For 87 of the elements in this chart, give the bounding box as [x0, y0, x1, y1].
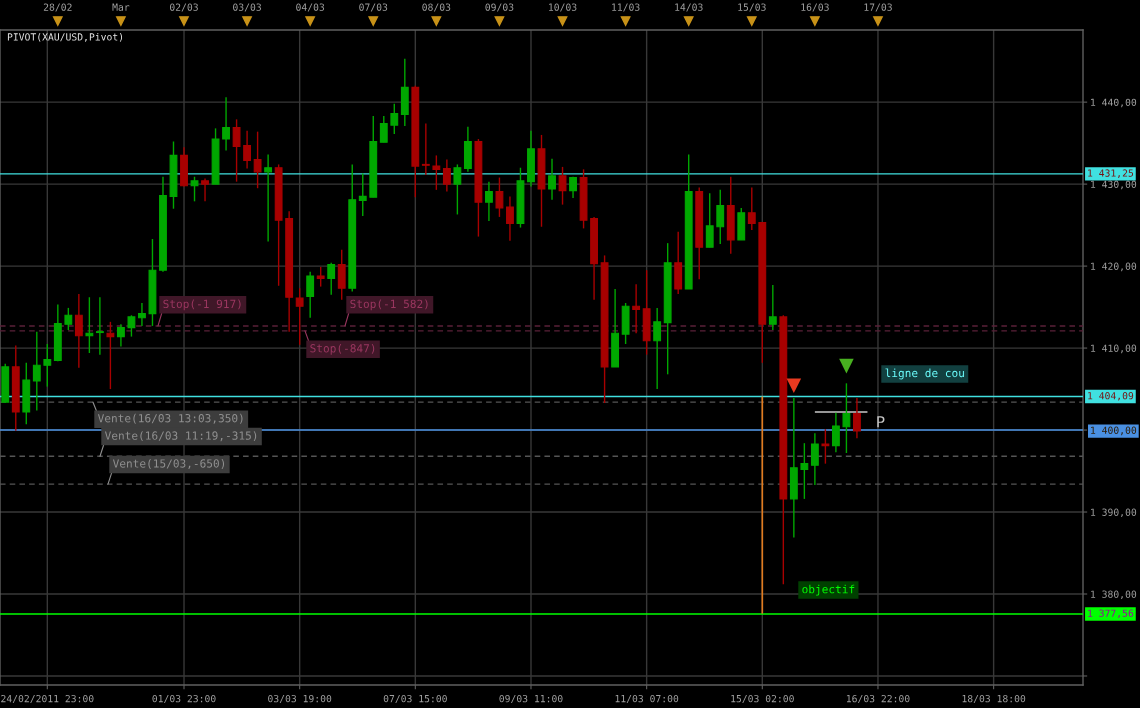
candlestick: [853, 397, 861, 439]
candlestick: [442, 158, 451, 193]
y-tick-label: 1 440,00: [1091, 98, 1137, 108]
text: 03/03: [233, 3, 261, 12]
chart-title: PIVOT(XAU/USD,Pivot): [7, 33, 123, 42]
text: 09/03: [485, 3, 514, 12]
candlestick: [64, 307, 73, 331]
candlestick: [842, 382, 851, 454]
y-tick-label: 1 400,00: [1091, 426, 1137, 436]
candlestick: [127, 314, 136, 338]
text: 16/03: [801, 3, 829, 12]
ref-line-label: 1 377,56: [1088, 609, 1134, 619]
candlestick: [432, 154, 441, 191]
text: 11/03: [612, 3, 640, 12]
candlestick: [106, 321, 115, 390]
annotation: ligne de cou: [885, 368, 964, 380]
x-tick-label: 11/03 07:00: [615, 694, 679, 704]
candlestick: [379, 115, 388, 144]
candlestick: [32, 330, 41, 412]
annotation: Vente(16/03 11:19,-315): [104, 431, 257, 442]
candlestick: [201, 177, 209, 203]
text: 04/03: [296, 3, 325, 12]
candlestick: [190, 176, 199, 203]
candlestick: [358, 172, 367, 217]
candlestick: [243, 130, 252, 170]
candlestick: [306, 271, 315, 319]
candlestick: [800, 442, 809, 500]
x-tick-label: 07/03 15:00: [383, 694, 447, 704]
x-tick-label: 09/03 11:00: [499, 694, 563, 704]
x-tick-label: 15/03 02:00: [731, 694, 794, 704]
x-tick-label: 01/03 23:00: [152, 694, 216, 704]
ref-line-label: 1 431,25: [1088, 169, 1134, 178]
candlestick: [74, 293, 83, 369]
candlestick: [222, 96, 230, 152]
candlestick: [495, 176, 504, 218]
candlestick: [810, 432, 819, 486]
candlestick: [653, 307, 662, 390]
candlestick: [316, 266, 325, 288]
candlestick: [232, 118, 241, 183]
x-tick-label: 18/03 18:00: [962, 694, 1026, 704]
y-tick-label: 1 390,00: [1091, 508, 1137, 518]
candlestick: [390, 103, 399, 135]
candlestick: [337, 249, 346, 301]
text: 02/03: [169, 3, 198, 12]
candlestick: [506, 195, 514, 242]
candlestick: [264, 153, 273, 243]
y-tick-label: 1 420,00: [1091, 262, 1137, 272]
annotation: Stop(-847): [310, 343, 375, 355]
candlestick: [421, 122, 430, 176]
candlestick: [831, 412, 840, 453]
candlestick: [548, 158, 556, 201]
text: 28/02: [43, 3, 72, 12]
annotation: Stop(-1 917): [163, 299, 241, 311]
x-tick-label: 03/03 19:00: [268, 694, 332, 704]
text: 07/03: [359, 3, 388, 12]
y-tick-label: 1 410,00: [1091, 344, 1137, 354]
ref-line-label: 1 404,09: [1088, 392, 1134, 401]
x-tick-label: 24/02/2011 23:00: [1, 694, 94, 704]
y-tick-label: 1 430,00: [1091, 180, 1137, 190]
annotation: objectif: [802, 584, 855, 596]
candlestick: [453, 163, 462, 216]
text: 17/03: [864, 3, 892, 12]
text: Mar: [112, 3, 130, 11]
text: 15/03: [738, 3, 766, 12]
candlestick: [116, 323, 125, 348]
y-tick-label: 1 380,00: [1091, 590, 1137, 600]
candlestick: [632, 283, 641, 335]
candlestick: [327, 262, 336, 296]
candlestick: [558, 166, 567, 206]
candlestick: [768, 284, 777, 331]
candlestick: [716, 189, 725, 245]
candlestick: [705, 192, 714, 248]
candlestick: [485, 180, 493, 222]
text: 08/03: [422, 3, 451, 12]
annotation: Stop(-1 582): [350, 299, 428, 311]
candlestick: [95, 296, 104, 356]
x-tick-label: 16/03 22:00: [846, 694, 910, 704]
candlestick: [253, 130, 262, 189]
candlestick: [43, 343, 52, 388]
candlestick: [821, 428, 830, 465]
annotation: Vente(16/03 13:03,350): [97, 413, 243, 424]
candlestick: [747, 186, 756, 231]
candlestick: [138, 302, 146, 327]
text: 10/03: [549, 3, 577, 12]
text: 14/03: [675, 3, 703, 12]
series-label: P: [877, 416, 885, 428]
annotation: Vente(15/03,-650): [112, 459, 225, 470]
